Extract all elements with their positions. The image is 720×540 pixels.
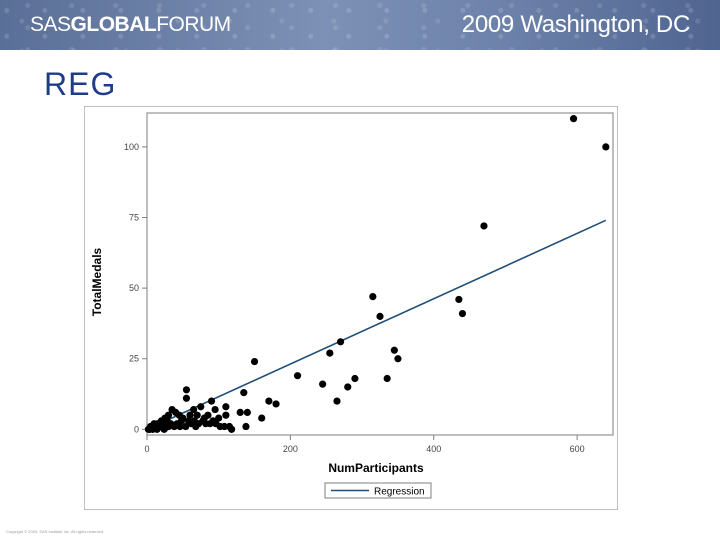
data-point bbox=[179, 414, 187, 422]
data-point bbox=[222, 411, 230, 419]
data-point bbox=[394, 355, 402, 363]
data-point bbox=[197, 403, 205, 411]
data-point bbox=[182, 394, 191, 402]
data-point bbox=[240, 389, 248, 397]
data-point bbox=[220, 422, 229, 431]
data-point bbox=[182, 386, 191, 394]
data-point bbox=[569, 115, 578, 123]
data-point bbox=[164, 422, 173, 431]
data-point bbox=[265, 397, 273, 405]
data-point bbox=[190, 405, 198, 414]
banner-texture bbox=[0, 0, 720, 50]
data-point bbox=[344, 383, 352, 391]
data-point bbox=[153, 425, 161, 433]
legend: Regression bbox=[324, 482, 432, 499]
sas-global-forum-logo: SASGLOBALFORUM bbox=[30, 13, 231, 37]
legend-label-regression: Regression bbox=[374, 487, 425, 498]
data-point bbox=[193, 411, 201, 419]
x-axis: 0 200 400 600 bbox=[144, 435, 585, 454]
data-point bbox=[258, 414, 266, 422]
data-point bbox=[243, 408, 251, 417]
data-point bbox=[222, 403, 230, 411]
y-tick-label: 50 bbox=[129, 283, 139, 293]
x-tick-label: 600 bbox=[570, 444, 585, 454]
y-axis-title: TotalMedals bbox=[90, 247, 104, 316]
data-point bbox=[480, 222, 488, 230]
y-axis: 0 25 50 75 100 bbox=[124, 142, 147, 434]
data-points bbox=[144, 115, 610, 433]
data-point bbox=[319, 380, 327, 388]
logo-forum-text: FORUM bbox=[156, 13, 231, 36]
data-point bbox=[383, 374, 391, 383]
data-point bbox=[376, 312, 384, 320]
x-tick-label: 400 bbox=[426, 444, 441, 454]
data-point bbox=[351, 374, 359, 383]
data-point bbox=[242, 422, 250, 431]
y-tick-label: 25 bbox=[129, 354, 139, 364]
x-tick-label: 0 bbox=[144, 444, 149, 454]
slide-title: REG bbox=[44, 66, 117, 102]
chart-panel: 0 25 50 75 100 0 200 400 600 NumParticipants To… bbox=[84, 106, 618, 510]
x-tick-label: 200 bbox=[283, 444, 298, 454]
data-point bbox=[293, 372, 302, 380]
data-point bbox=[186, 411, 194, 419]
y-tick-label: 100 bbox=[124, 142, 139, 152]
data-point bbox=[272, 400, 280, 408]
data-point bbox=[146, 425, 154, 433]
data-point bbox=[211, 405, 219, 414]
data-point bbox=[227, 425, 236, 433]
conference-banner: SASGLOBALFORUM 2009 Washington, DC bbox=[0, 0, 720, 50]
data-point bbox=[390, 346, 398, 354]
data-point bbox=[455, 295, 463, 304]
data-point bbox=[182, 422, 190, 431]
plot-area-frame bbox=[146, 112, 614, 436]
data-point bbox=[602, 143, 610, 151]
data-point bbox=[192, 422, 200, 431]
data-point bbox=[333, 397, 341, 405]
regression-line bbox=[146, 219, 607, 431]
copyright-footer: Copyright © 2009, SAS Institute Inc. All… bbox=[6, 529, 105, 534]
data-point bbox=[176, 422, 184, 431]
x-axis-title: NumParticipants bbox=[328, 461, 424, 475]
data-point bbox=[207, 397, 216, 405]
legend-box bbox=[324, 482, 432, 499]
data-point bbox=[204, 411, 212, 419]
data-point bbox=[336, 338, 345, 346]
logo-sas-text: SAS bbox=[30, 13, 71, 36]
data-point bbox=[458, 309, 467, 318]
data-point bbox=[369, 292, 377, 301]
y-tick-label: 0 bbox=[134, 424, 139, 434]
event-label: 2009 Washington, DC bbox=[461, 11, 691, 38]
data-point bbox=[250, 357, 259, 366]
logo-global-text: GLOBAL bbox=[70, 13, 157, 36]
data-point bbox=[215, 414, 223, 422]
data-point bbox=[326, 349, 334, 357]
y-tick-label: 75 bbox=[129, 213, 139, 223]
scatter-chart: 0 25 50 75 100 0 200 400 600 NumParticipants To… bbox=[90, 112, 614, 499]
data-point bbox=[236, 408, 244, 417]
